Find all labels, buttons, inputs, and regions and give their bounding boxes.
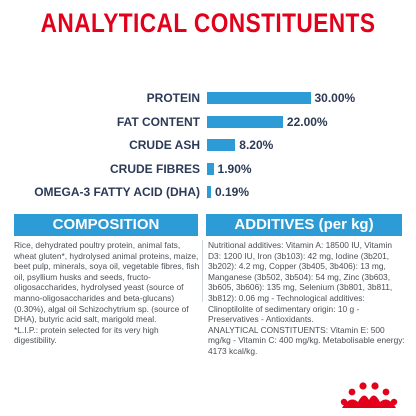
analysis-label: CRUDE ASH [129,138,200,152]
analysis-row: PROTEIN 30.00% [0,88,416,108]
composition-text-block: Rice, dehydrated poultry protein, animal… [14,240,200,346]
column-divider [202,240,203,302]
analysis-bar [207,115,283,128]
analysis-value: 1.90% [217,161,252,176]
analysis-label: PROTEIN [146,91,200,105]
additives-text-block: Nutritional additives: Vitamin A: 18500 … [208,240,406,357]
analysis-value: 30.00% [314,91,356,105]
analysis-bar [207,162,214,175]
analysis-label: CRUDE FIBRES [109,161,200,176]
analysis-label: OMEGA-3 FATTY ACID (DHA) [34,185,200,199]
analysis-bar [207,92,311,104]
analysis-row: CRUDE FIBRES 1.90% [0,159,416,179]
analysis-row: OMEGA-3 FATTY ACID (DHA) 0.19% [0,182,416,202]
analysis-value: 8.20% [239,138,274,152]
analysis-bar [207,139,236,151]
additives-header: ADDITIVES (per kg) [206,214,402,236]
additives-nutritional: Nutritional additives: Vitamin A: 18500 … [208,240,393,325]
composition-header: COMPOSITION [14,214,198,236]
analysis-value: 0.19% [215,185,250,199]
analysis-label: FAT CONTENT [116,114,200,129]
analysis-bar [207,186,211,198]
composition-note: *L.I.P.: protein selected for its very h… [14,324,159,346]
analysis-row: FAT CONTENT 22.00% [0,112,416,132]
page-title: ANALYTICAL CONSTITUENTS [40,8,376,38]
analysis-row: CRUDE ASH 8.20% [0,135,416,155]
additives-constituents: ANALYTICAL CONSTITUENTS: Vitamin E: 500 … [208,324,405,356]
crown-logo [340,382,398,408]
analysis-value: 22.00% [286,114,328,129]
composition-text: Rice, dehydrated poultry protein, animal… [14,240,200,325]
